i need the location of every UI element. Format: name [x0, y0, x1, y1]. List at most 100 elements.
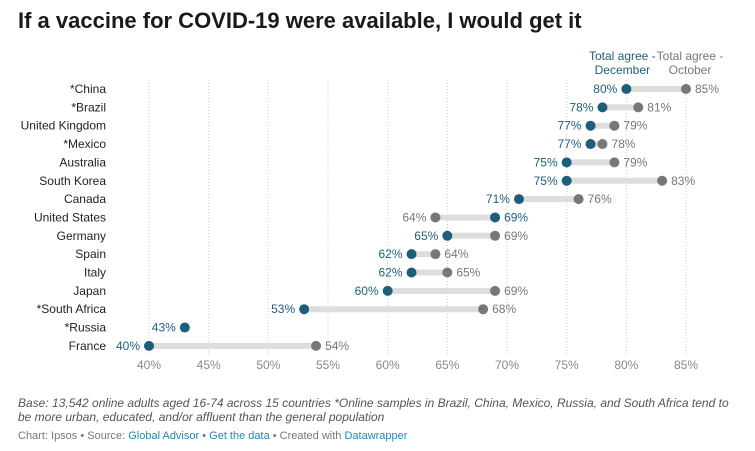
- chart-title: If a vaccine for COVID-19 were available…: [18, 8, 582, 33]
- footnote: Base: 13,542 online adults aged 16-74 ac…: [18, 396, 729, 424]
- chart-row: Japan 60% 69%: [73, 284, 528, 298]
- chart-row: *Mexico 77% 78%: [63, 137, 636, 151]
- december-dot: [299, 304, 310, 315]
- chart-row: *Brazil 78% 81%: [71, 100, 671, 114]
- country-label: Germany: [57, 229, 106, 243]
- october-value-label: 64%: [402, 210, 426, 224]
- october-dot: [681, 84, 691, 94]
- chart-row: Italy 62% 65%: [84, 266, 481, 280]
- country-label: United States: [34, 210, 106, 224]
- december-dot: [406, 267, 417, 278]
- chart-row: Canada 71% 76%: [64, 192, 612, 206]
- x-axis: 40% 45% 50% 55% 60% 65% 70% 75% 80% 85%: [137, 358, 698, 372]
- x-tick-label: 70%: [495, 358, 519, 372]
- x-tick-label: 65%: [435, 358, 459, 372]
- december-value-label: 78%: [569, 100, 593, 114]
- december-value-label: 75%: [534, 174, 558, 188]
- december-dot: [585, 120, 596, 131]
- october-value-label: 81%: [647, 100, 671, 114]
- chart-row: South Korea 75% 83%: [39, 174, 695, 188]
- october-dot: [430, 249, 441, 260]
- country-label: Spain: [75, 247, 106, 261]
- grid-lines: [148, 80, 687, 356]
- country-label: Italy: [84, 266, 106, 280]
- december-dot: [179, 322, 190, 333]
- october-dot: [430, 212, 441, 223]
- october-dot: [442, 267, 453, 278]
- country-label: Canada: [64, 192, 106, 206]
- october-dot: [609, 157, 620, 168]
- december-dot: [442, 230, 453, 241]
- december-value-label: 69%: [504, 210, 528, 224]
- october-value-label: 85%: [695, 82, 719, 96]
- credits-sep: •: [199, 430, 210, 442]
- october-dot: [657, 175, 668, 186]
- chart-rows: *China 80% 85% *Brazil 78% 81% United Kingdom 7…: [21, 82, 720, 353]
- december-dot: [561, 175, 572, 186]
- country-label: *Russia: [65, 321, 107, 335]
- october-value-label: 83%: [671, 174, 695, 188]
- october-value-label: 68%: [492, 302, 516, 316]
- october-dot: [597, 139, 608, 150]
- december-value-label: 77%: [558, 119, 582, 133]
- october-value-label: 69%: [504, 284, 528, 298]
- october-value-label: 78%: [611, 137, 635, 151]
- december-dot: [561, 157, 572, 168]
- country-label: France: [69, 339, 107, 353]
- december-dot: [585, 139, 596, 150]
- december-dot: [490, 212, 501, 223]
- country-label: United Kingdom: [21, 119, 106, 133]
- chart-row: United States 69% 64%: [34, 210, 528, 224]
- dot-range-chart: 40% 45% 50% 55% 60% 65% 70% 75% 80% 85% Total agr…: [21, 49, 724, 372]
- country-label: *Brazil: [71, 100, 106, 114]
- legend-october-line2: October: [669, 63, 712, 77]
- october-dot: [478, 304, 489, 315]
- october-dot: [490, 230, 501, 241]
- country-label: Japan: [73, 284, 106, 298]
- october-dot: [490, 285, 501, 296]
- legend-december-line1: Total agree -: [589, 49, 656, 63]
- december-dot: [382, 285, 393, 296]
- october-value-label: 64%: [444, 247, 468, 261]
- december-dot: [513, 194, 524, 205]
- get-data-link[interactable]: Get the data: [209, 430, 270, 442]
- x-tick-label: 80%: [614, 358, 638, 372]
- x-tick-label: 40%: [137, 358, 161, 372]
- country-label: *Mexico: [63, 137, 106, 151]
- chart-row: *South Africa 53% 68%: [37, 302, 517, 316]
- december-value-label: 75%: [534, 155, 558, 169]
- chart-row: *China 80% 85%: [70, 82, 719, 96]
- country-label: South Korea: [39, 174, 106, 188]
- x-tick-label: 60%: [376, 358, 400, 372]
- october-value-label: 69%: [504, 229, 528, 243]
- december-value-label: 80%: [593, 82, 617, 96]
- october-dot: [573, 194, 584, 205]
- country-label: Australia: [59, 155, 106, 169]
- december-dot: [621, 84, 632, 94]
- october-value-label: 79%: [623, 155, 647, 169]
- december-value-label: 71%: [486, 192, 510, 206]
- october-value-label: 65%: [456, 266, 480, 280]
- chart-row: France 40% 54%: [69, 339, 350, 353]
- october-value-label: 79%: [623, 119, 647, 133]
- x-tick-label: 75%: [555, 358, 579, 372]
- x-tick-label: 50%: [256, 358, 280, 372]
- x-tick-label: 55%: [316, 358, 340, 372]
- december-value-label: 62%: [379, 247, 403, 261]
- source-link[interactable]: Global Advisor: [128, 430, 200, 442]
- december-value-label: 62%: [379, 266, 403, 280]
- december-value-label: 77%: [558, 137, 582, 151]
- x-tick-label: 85%: [674, 358, 698, 372]
- credits-created-with: • Created with: [269, 430, 345, 442]
- december-value-label: 65%: [414, 229, 438, 243]
- country-label: *South Africa: [37, 302, 107, 316]
- country-label: *China: [70, 82, 106, 96]
- legend-october-line1: Total agree -: [657, 49, 724, 63]
- december-value-label: 60%: [355, 284, 379, 298]
- datawrapper-link[interactable]: Datawrapper: [344, 430, 408, 442]
- october-dot: [633, 102, 644, 113]
- chart-row: United Kingdom 77% 79%: [21, 119, 648, 133]
- december-value-label: 53%: [271, 302, 295, 316]
- december-dot: [406, 249, 417, 260]
